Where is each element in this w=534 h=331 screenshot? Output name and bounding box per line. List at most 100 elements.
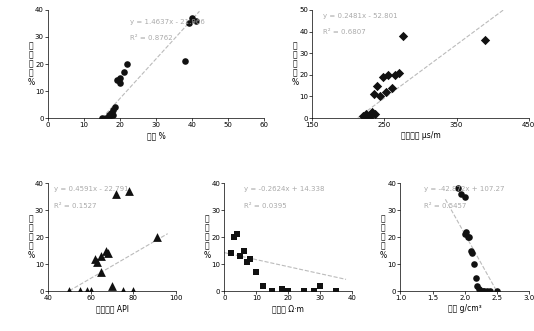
Point — [364, 116, 373, 121]
Point — [120, 70, 128, 75]
Point — [107, 110, 115, 116]
Point — [112, 191, 121, 197]
Point — [284, 289, 293, 294]
Point — [109, 107, 117, 113]
Point — [376, 94, 384, 99]
Point — [483, 289, 491, 294]
Point — [97, 270, 106, 275]
Point — [101, 116, 110, 121]
Point — [180, 59, 190, 64]
Y-axis label: 碳
质
含
量
%: 碳 质 含 量 % — [27, 41, 34, 86]
Point — [366, 113, 374, 118]
Point — [387, 85, 396, 90]
Point — [460, 232, 469, 237]
Point — [242, 259, 251, 264]
Point — [236, 254, 245, 259]
Point — [480, 289, 488, 294]
Point — [492, 289, 501, 294]
Point — [125, 189, 134, 194]
Point — [65, 289, 74, 294]
Point — [472, 275, 481, 280]
Text: R² = 0.6807: R² = 0.6807 — [323, 29, 366, 35]
Point — [486, 289, 494, 294]
Point — [478, 289, 487, 294]
Text: R² = 0.8762: R² = 0.8762 — [130, 35, 173, 41]
Point — [119, 289, 127, 294]
Point — [465, 235, 473, 240]
Point — [192, 18, 200, 24]
Point — [82, 289, 91, 294]
Point — [379, 74, 387, 80]
Point — [473, 283, 482, 289]
Point — [367, 109, 376, 114]
Point — [233, 232, 241, 237]
Point — [382, 89, 390, 95]
Point — [112, 77, 121, 83]
Point — [358, 113, 367, 118]
Point — [316, 283, 325, 289]
Point — [239, 248, 248, 253]
Point — [153, 235, 161, 240]
Point — [98, 116, 106, 121]
Point — [464, 235, 472, 240]
Point — [384, 72, 392, 77]
Text: y = -42.872x + 107.27: y = -42.872x + 107.27 — [423, 186, 504, 192]
Point — [395, 70, 403, 75]
Point — [104, 251, 112, 256]
Y-axis label: 碳
质
含
量
%: 碳 质 含 量 % — [203, 215, 210, 260]
Text: R² = 0.5457: R² = 0.5457 — [423, 203, 466, 209]
X-axis label: 自然伽马 API: 自然伽马 API — [96, 304, 129, 313]
Text: y = -0.2624x + 14.338: y = -0.2624x + 14.338 — [244, 186, 324, 192]
Point — [457, 191, 466, 197]
Point — [116, 80, 124, 86]
Point — [105, 116, 114, 121]
Point — [460, 194, 469, 199]
Text: y = 0.4591x - 22.791: y = 0.4591x - 22.791 — [54, 186, 129, 192]
Point — [91, 256, 99, 261]
Y-axis label: 碳
质
含
量
%: 碳 质 含 量 % — [27, 215, 34, 260]
Point — [332, 289, 341, 294]
Point — [310, 289, 318, 294]
Point — [268, 289, 277, 294]
Point — [398, 33, 407, 38]
Point — [258, 283, 267, 289]
Point — [76, 289, 84, 294]
Point — [101, 248, 110, 253]
Point — [371, 111, 379, 117]
Point — [87, 289, 95, 294]
Point — [105, 113, 114, 118]
Point — [226, 251, 235, 256]
Text: y = 1.4637x - 21.966: y = 1.4637x - 21.966 — [130, 19, 205, 24]
Point — [300, 289, 309, 294]
Point — [391, 72, 399, 77]
X-axis label: 中子 %: 中子 % — [147, 131, 166, 140]
Point — [246, 256, 254, 261]
Point — [470, 261, 478, 267]
Point — [468, 251, 476, 256]
X-axis label: 声波时差 μs/m: 声波时差 μs/m — [400, 131, 441, 140]
Y-axis label: 碳
质
含
量
%: 碳 质 含 量 % — [380, 215, 387, 260]
Point — [123, 61, 131, 67]
Point — [188, 16, 197, 21]
Point — [481, 38, 490, 43]
Point — [129, 289, 138, 294]
Point — [109, 113, 117, 118]
Point — [184, 21, 193, 26]
Point — [474, 286, 483, 291]
Point — [370, 92, 378, 97]
Point — [230, 235, 238, 240]
Point — [108, 283, 116, 289]
Point — [373, 83, 381, 88]
Point — [116, 75, 124, 80]
Point — [461, 229, 470, 234]
X-axis label: 密度 g/cm³: 密度 g/cm³ — [447, 304, 482, 313]
Y-axis label: 碳
质
含
量
%: 碳 质 含 量 % — [292, 41, 299, 86]
Text: R² = 0.0395: R² = 0.0395 — [244, 203, 286, 209]
Point — [252, 270, 261, 275]
Point — [111, 105, 119, 110]
Point — [362, 111, 371, 117]
Point — [467, 248, 475, 253]
Point — [454, 186, 462, 191]
Point — [97, 254, 106, 259]
Text: y = 0.2481x - 52.801: y = 0.2481x - 52.801 — [323, 13, 398, 19]
